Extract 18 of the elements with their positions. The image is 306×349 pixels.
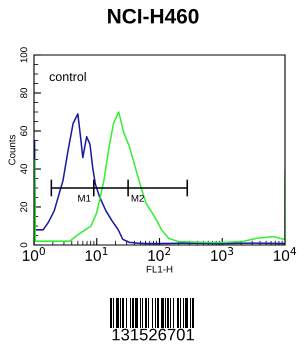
y-tick-label: 0 xyxy=(20,242,28,248)
annotation: control xyxy=(50,72,86,82)
y-tick-label: 60 xyxy=(20,126,28,136)
annotation: M1 xyxy=(78,194,91,202)
x-tick-label: 10$^{0}$ xyxy=(22,247,46,261)
text: 131526701 xyxy=(112,328,194,340)
y-tick-label: 20 xyxy=(20,202,28,212)
annotation: M2 xyxy=(132,194,144,202)
y-axis-title: Counts xyxy=(8,134,16,165)
x-tick-label: 10$^{2}$ xyxy=(148,247,170,261)
x-tick-label: 10$^{1}$ xyxy=(86,247,108,261)
y-tick-label: 40 xyxy=(20,164,28,174)
y-tick-label: 80 xyxy=(20,88,28,98)
x-tick-label: 10$^{3}$ xyxy=(211,247,234,261)
chart-title: NCI-H460 xyxy=(108,8,198,24)
x-axis-title: FL1-H xyxy=(146,266,172,273)
y-tick-label: 100 xyxy=(20,47,28,62)
x-tick-label: 10$^{4}$ xyxy=(274,247,296,261)
